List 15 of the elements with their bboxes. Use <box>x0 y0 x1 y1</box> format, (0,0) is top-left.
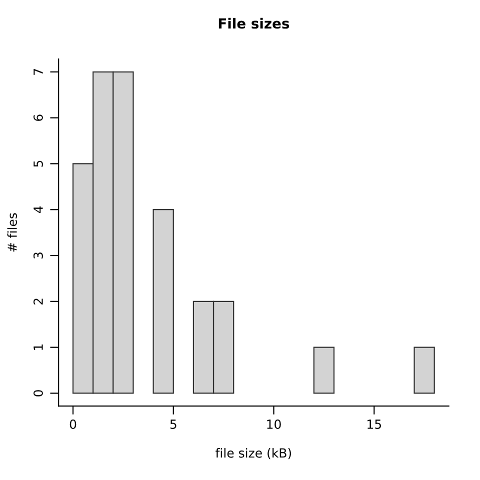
x-tick-label: 10 <box>267 419 281 429</box>
y-tick-label: 4 <box>34 206 43 213</box>
y-tick-label: 7 <box>34 68 43 75</box>
y-tick-label: 1 <box>34 344 43 350</box>
x-axis-title: file size (kB) <box>216 448 291 460</box>
x-tick-label: 5 <box>170 420 176 429</box>
x-tick-label: 15 <box>368 420 381 429</box>
y-tick-label: 0 <box>33 390 43 396</box>
y-tick-label: 5 <box>34 160 43 167</box>
y-tick-label: 2 <box>33 298 43 304</box>
y-tick-label: 6 <box>33 114 43 121</box>
x-tick-label: 0 <box>70 419 76 429</box>
y-tick-label: 3 <box>33 252 43 259</box>
y-axis-title: # files <box>7 213 17 252</box>
chart-title: File sizes <box>218 18 290 29</box>
